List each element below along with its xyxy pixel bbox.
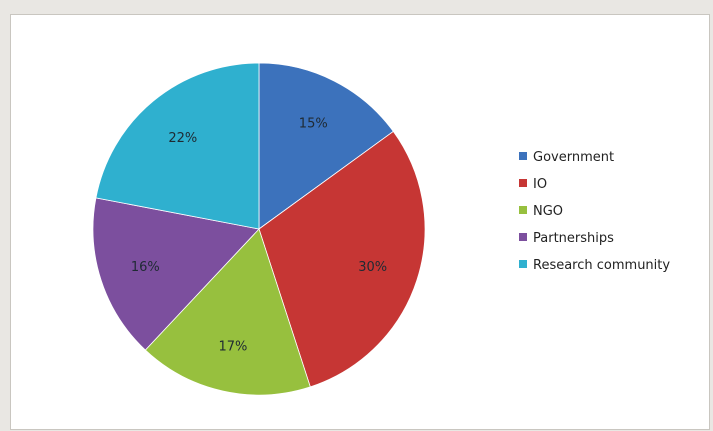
pie-slice-io <box>258 130 426 388</box>
data-label-io: 30% <box>358 260 387 275</box>
legend-label-research-community: Research community <box>533 258 670 273</box>
data-label-ngo: 17% <box>218 340 247 355</box>
legend-swatch-ngo <box>519 206 527 214</box>
legend-label-government: Government <box>533 150 614 165</box>
legend-swatch-government <box>519 152 527 160</box>
pie-labels: 15% 30% 17% 16% 22% <box>131 117 387 355</box>
chart-frame: 15% 30% 17% 16% 22% Government IO NGO Partnersh… <box>10 14 710 430</box>
legend-swatch-io <box>519 179 527 187</box>
pie-slice-partnerships <box>92 197 260 351</box>
legend: Government IO NGO Partnerships Research comm… <box>519 150 670 273</box>
pie-chart: 15% 30% 17% 16% 22% Government IO NGO Partnersh… <box>92 62 670 396</box>
data-label-government: 15% <box>299 117 328 132</box>
pie-slice-ngo <box>144 228 311 396</box>
data-label-research-community: 22% <box>168 131 197 146</box>
legend-label-io: IO <box>533 177 547 192</box>
data-label-partnerships: 16% <box>131 260 160 275</box>
pie-slice-research-community <box>95 62 260 230</box>
pie-slices <box>92 62 426 396</box>
legend-label-ngo: NGO <box>533 204 563 219</box>
pie-slice-government <box>258 62 394 230</box>
legend-swatch-partnerships <box>519 233 527 241</box>
legend-swatch-research-community <box>519 260 527 268</box>
legend-label-partnerships: Partnerships <box>533 231 614 246</box>
